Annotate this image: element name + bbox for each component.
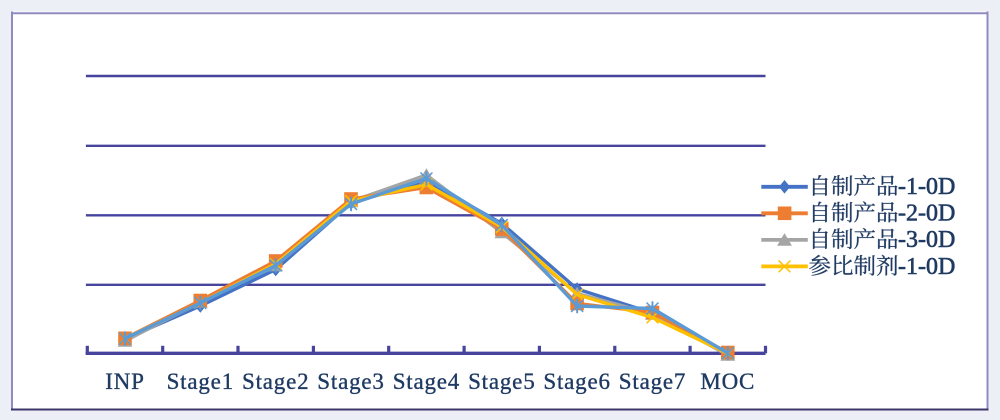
svg-text:Stage7: Stage7 xyxy=(619,369,686,394)
svg-text:-3-0D: -3-0D xyxy=(898,227,955,253)
svg-text:Stage6: Stage6 xyxy=(543,369,610,394)
svg-text:-1-0D: -1-0D xyxy=(898,254,955,280)
svg-text:INP: INP xyxy=(105,369,144,394)
svg-text:-1-0D: -1-0D xyxy=(898,174,955,200)
svg-text:-2-0D: -2-0D xyxy=(898,201,955,227)
svg-text:Stage4: Stage4 xyxy=(393,369,460,394)
svg-text:Stage1: Stage1 xyxy=(167,369,234,394)
svg-text:Stage2: Stage2 xyxy=(242,369,309,394)
svg-text:Stage3: Stage3 xyxy=(317,369,384,394)
svg-text:MOC: MOC xyxy=(700,369,755,394)
svg-text:Stage5: Stage5 xyxy=(468,369,535,394)
